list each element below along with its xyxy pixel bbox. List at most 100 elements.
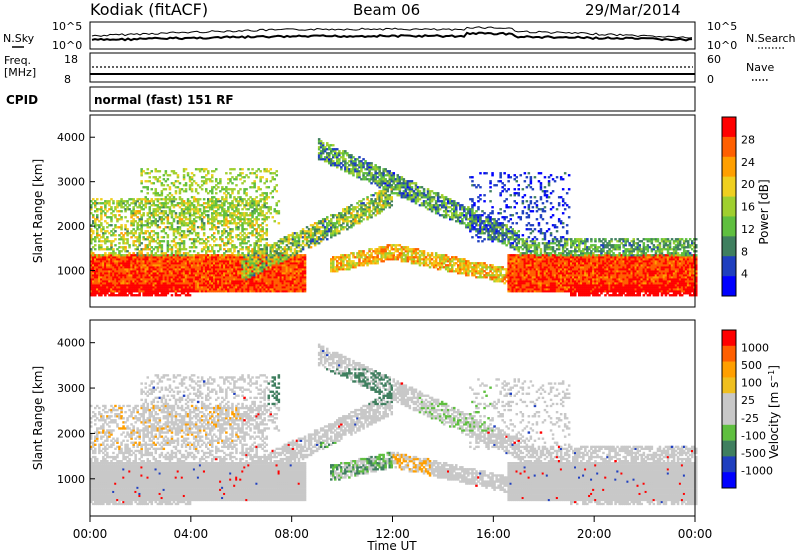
heatmap-cell — [200, 254, 204, 257]
heatmap-cell — [152, 268, 156, 271]
heatmap-cell — [231, 190, 234, 193]
heatmap-cell — [118, 276, 121, 279]
heatmap-cell — [168, 186, 172, 189]
heatmap-cell — [124, 228, 127, 231]
heatmap-cell — [92, 274, 95, 277]
heatmap-cell — [116, 266, 119, 269]
heatmap-cell — [130, 272, 133, 275]
heatmap-cell — [241, 254, 244, 257]
heatmap-cell — [184, 212, 188, 215]
heatmap-cell — [184, 184, 188, 187]
station-title: Kodiak (fitACF) — [90, 0, 208, 19]
heatmap-cell — [231, 268, 234, 271]
heatmap-cell — [229, 260, 232, 263]
heatmap-cell — [170, 250, 174, 253]
heatmap-cell — [188, 206, 192, 209]
heatmap-cell — [148, 258, 152, 261]
heatmap-cell — [215, 278, 218, 281]
heatmap-cell — [154, 222, 158, 225]
heatmap-cell — [118, 294, 121, 297]
heatmap-cell — [152, 284, 156, 287]
heatmap-cell — [118, 214, 121, 217]
heatmap-cell — [186, 286, 190, 289]
heatmap-cell — [231, 282, 234, 285]
heatmap-cell — [162, 274, 166, 277]
heatmap-cell — [338, 154, 341, 157]
heatmap-cell — [186, 260, 190, 263]
heatmap-cell — [247, 252, 250, 255]
heatmap-cell — [235, 206, 238, 209]
heatmap-cell — [130, 258, 133, 261]
heatmap-cell — [94, 278, 97, 281]
heatmap-cell — [182, 280, 186, 283]
heatmap-cell — [132, 252, 135, 255]
heatmap-cell — [176, 266, 180, 269]
heatmap-cell — [235, 282, 238, 285]
heatmap-cell — [94, 238, 97, 241]
heatmap-cell — [134, 270, 137, 273]
heatmap-cell — [168, 206, 172, 209]
heatmap-cell — [213, 278, 216, 281]
heatmap-cell — [148, 274, 152, 277]
heatmap-cell — [213, 236, 216, 239]
heatmap-cell — [136, 286, 139, 289]
heatmap-cell — [303, 282, 307, 285]
heatmap-cell — [176, 226, 180, 229]
heatmap-cell — [194, 220, 198, 223]
heatmap-cell — [350, 154, 353, 157]
heatmap-cell — [150, 236, 154, 239]
heatmap-cell — [100, 208, 103, 211]
heatmap-cell — [186, 208, 190, 211]
heatmap-cell — [217, 204, 220, 207]
heatmap-cell — [136, 222, 139, 225]
heatmap-cell — [233, 198, 236, 201]
heatmap-cell — [233, 280, 236, 283]
heatmap-cell — [221, 206, 224, 209]
heatmap-cell — [241, 176, 244, 179]
heatmap-cell — [233, 254, 236, 257]
heatmap-cell — [259, 180, 262, 183]
heatmap-cell — [170, 194, 174, 197]
heatmap-cell — [104, 270, 107, 273]
heatmap-cell — [200, 288, 204, 291]
heatmap-cell — [180, 274, 184, 277]
heatmap-cell — [164, 276, 168, 279]
heatmap-cell — [172, 280, 176, 283]
heatmap-cell — [100, 294, 103, 297]
heatmap-cell — [152, 262, 156, 265]
heatmap-cell — [150, 170, 154, 173]
heatmap-cell — [253, 212, 256, 215]
heatmap-cell — [241, 224, 244, 227]
heatmap-cell — [221, 278, 224, 281]
heatmap-cell — [98, 262, 101, 265]
heatmap-cell — [219, 264, 222, 267]
heatmap-cell — [126, 274, 129, 277]
heatmap-cell — [229, 220, 232, 223]
heatmap-cell — [192, 276, 196, 279]
heatmap-cell — [202, 286, 206, 289]
heatmap-cell — [90, 294, 93, 297]
heatmap-cell — [162, 268, 166, 271]
heatmap-cell — [184, 248, 188, 251]
heatmap-cell — [211, 174, 214, 177]
heatmap-cell — [92, 288, 95, 291]
heatmap-cell — [215, 256, 218, 259]
heatmap-cell — [221, 270, 224, 273]
heatmap-cell — [229, 236, 232, 239]
heatmap-cell — [192, 198, 196, 201]
heatmap-cell — [96, 228, 99, 231]
heatmap-cell — [219, 288, 222, 291]
heatmap-cell — [104, 212, 107, 215]
heatmap-cell — [192, 222, 196, 225]
heatmap-cell — [164, 252, 168, 255]
heatmap-cell — [124, 266, 127, 269]
heatmap-cell — [200, 290, 204, 293]
heatmap-cell — [233, 178, 236, 181]
heatmap-cell — [110, 230, 113, 233]
heatmap-cell — [130, 210, 133, 213]
heatmap-cell — [166, 288, 170, 291]
heatmap-cell — [152, 288, 156, 291]
heatmap-cell — [174, 246, 178, 249]
heatmap-cell — [156, 236, 160, 239]
heatmap-cell — [342, 156, 345, 159]
